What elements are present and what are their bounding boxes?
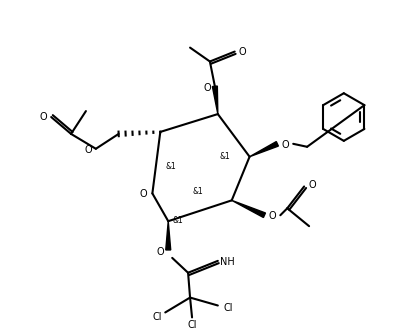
Text: O: O [239,47,246,57]
Text: O: O [203,83,211,93]
Text: O: O [139,189,147,199]
Text: O: O [308,180,316,190]
Polygon shape [166,221,171,250]
Text: Cl: Cl [187,320,197,330]
Text: O: O [282,140,289,150]
Text: NH: NH [220,257,235,267]
Text: &1: &1 [165,162,176,171]
Polygon shape [232,200,265,217]
Polygon shape [250,142,278,157]
Text: O: O [269,211,276,221]
Text: &1: &1 [192,187,203,196]
Text: &1: &1 [220,152,231,161]
Text: O: O [40,112,47,122]
Text: &1: &1 [172,216,183,225]
Text: Cl: Cl [152,312,162,322]
Polygon shape [213,86,218,114]
Text: O: O [84,145,92,155]
Text: O: O [156,247,164,257]
Text: Cl: Cl [223,304,233,313]
